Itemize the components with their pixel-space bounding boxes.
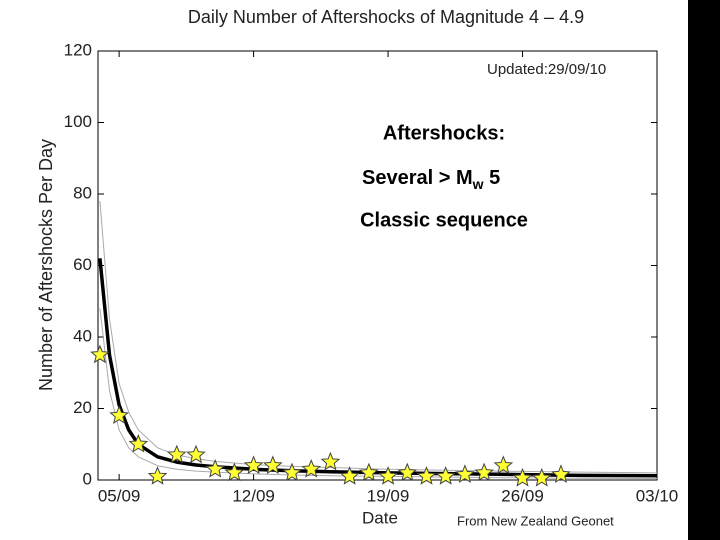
data-star: [320, 451, 341, 471]
side-bar: [688, 0, 720, 540]
x-tick-label: 05/09: [98, 486, 141, 505]
annotation-subscript: w: [472, 176, 484, 192]
y-tick-label: 100: [64, 112, 92, 131]
data-star: [455, 464, 475, 483]
annotation: Classic sequence: [360, 209, 528, 231]
data-star: [109, 405, 129, 424]
data-star: [416, 466, 437, 485]
x-tick-label: 26/09: [501, 486, 544, 505]
x-axis-label: Date: [362, 508, 398, 527]
x-tick-label: 19/09: [367, 486, 410, 505]
x-tick-label: 03/10: [636, 486, 679, 505]
data-star: [551, 464, 571, 483]
data-star: [282, 462, 302, 482]
data-star: [378, 466, 398, 485]
y-tick-label: 60: [73, 255, 92, 274]
data-star: [474, 462, 494, 482]
chart-title: Daily Number of Aftershocks of Magnitude…: [188, 7, 584, 27]
data-star: [128, 433, 149, 453]
data-star: [224, 462, 245, 482]
data-star: [166, 444, 187, 464]
x-tick-label: 12/09: [232, 486, 275, 505]
annotation-part: Several > M: [362, 167, 473, 189]
y-axis-label: Number of Aftershocks Per Day: [36, 139, 56, 391]
annotation: Several > Mw 5: [362, 167, 500, 191]
data-star: [205, 458, 225, 478]
update-note: Updated:29/09/10: [487, 61, 606, 78]
data-star: [397, 462, 418, 482]
data-star: [512, 467, 533, 487]
data-star: [262, 455, 283, 475]
source-note: From New Zealand Geonet: [457, 513, 614, 528]
data-star: [531, 467, 552, 487]
data-star: [301, 458, 322, 478]
series-line: [99, 201, 658, 474]
data-star: [243, 455, 264, 475]
y-tick-label: 120: [64, 40, 92, 59]
data-star: [186, 444, 206, 464]
data-star: [147, 466, 168, 485]
y-tick-label: 20: [73, 398, 92, 417]
series-line: [98, 258, 658, 478]
data-star: [359, 462, 379, 482]
data-star: [339, 466, 360, 485]
data-star: [90, 344, 110, 364]
y-tick-label: 40: [73, 326, 92, 345]
annotation: Aftershocks:: [383, 122, 505, 144]
plot-frame: [97, 50, 658, 481]
y-tick-label: 0: [83, 469, 92, 488]
data-star: [435, 466, 456, 485]
y-tick-label: 80: [73, 183, 92, 202]
annotation-part: 5: [484, 167, 501, 189]
data-star: [493, 455, 514, 475]
